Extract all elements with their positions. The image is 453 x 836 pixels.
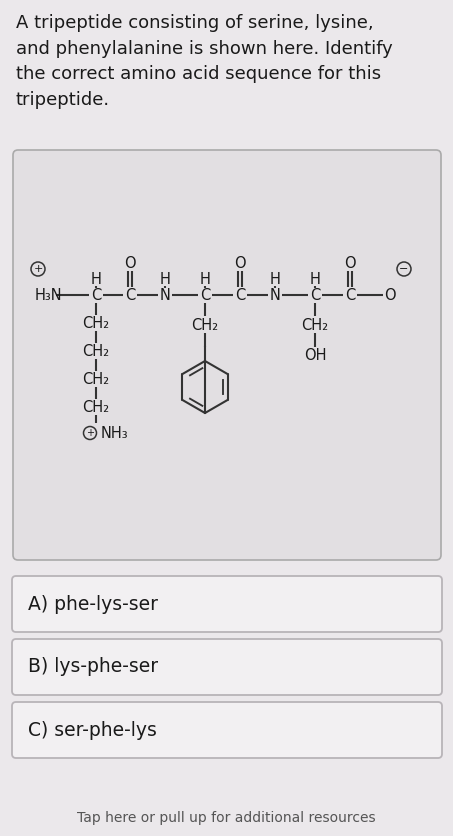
- Text: O: O: [384, 288, 396, 303]
- Text: C) ser-phe-lys: C) ser-phe-lys: [28, 721, 157, 740]
- Text: C: C: [235, 288, 245, 303]
- Text: H₃N: H₃N: [34, 288, 62, 303]
- Text: H: H: [270, 272, 280, 287]
- Text: CH₂: CH₂: [301, 318, 328, 333]
- Text: A) phe-lys-ser: A) phe-lys-ser: [28, 594, 158, 614]
- Text: O: O: [234, 256, 246, 271]
- FancyBboxPatch shape: [13, 150, 441, 560]
- Text: O: O: [124, 256, 136, 271]
- Text: CH₂: CH₂: [82, 344, 110, 359]
- Text: H: H: [91, 272, 101, 287]
- Text: N: N: [159, 288, 170, 303]
- Text: C: C: [310, 288, 320, 303]
- FancyBboxPatch shape: [12, 576, 442, 632]
- Text: CH₂: CH₂: [82, 315, 110, 330]
- Text: H: H: [309, 272, 320, 287]
- Text: B) lys-phe-ser: B) lys-phe-ser: [28, 657, 158, 676]
- Text: −: −: [399, 264, 409, 274]
- Text: +: +: [86, 428, 94, 438]
- Text: CH₂: CH₂: [82, 371, 110, 386]
- Text: +: +: [34, 264, 43, 274]
- Text: CH₂: CH₂: [192, 318, 218, 333]
- Text: H: H: [200, 272, 211, 287]
- Text: OH: OH: [304, 349, 326, 364]
- Text: C: C: [200, 288, 210, 303]
- Text: C: C: [125, 288, 135, 303]
- FancyBboxPatch shape: [12, 702, 442, 758]
- Text: Tap here or pull up for additional resources: Tap here or pull up for additional resou…: [77, 811, 376, 825]
- Text: H: H: [159, 272, 170, 287]
- Text: CH₂: CH₂: [82, 400, 110, 415]
- Text: N: N: [270, 288, 280, 303]
- Text: C: C: [345, 288, 355, 303]
- Text: C: C: [91, 288, 101, 303]
- Text: NH₃: NH₃: [101, 426, 129, 441]
- Text: O: O: [344, 256, 356, 271]
- Text: A tripeptide consisting of serine, lysine,
and phenylalanine is shown here. Iden: A tripeptide consisting of serine, lysin…: [16, 14, 393, 110]
- FancyBboxPatch shape: [12, 639, 442, 695]
